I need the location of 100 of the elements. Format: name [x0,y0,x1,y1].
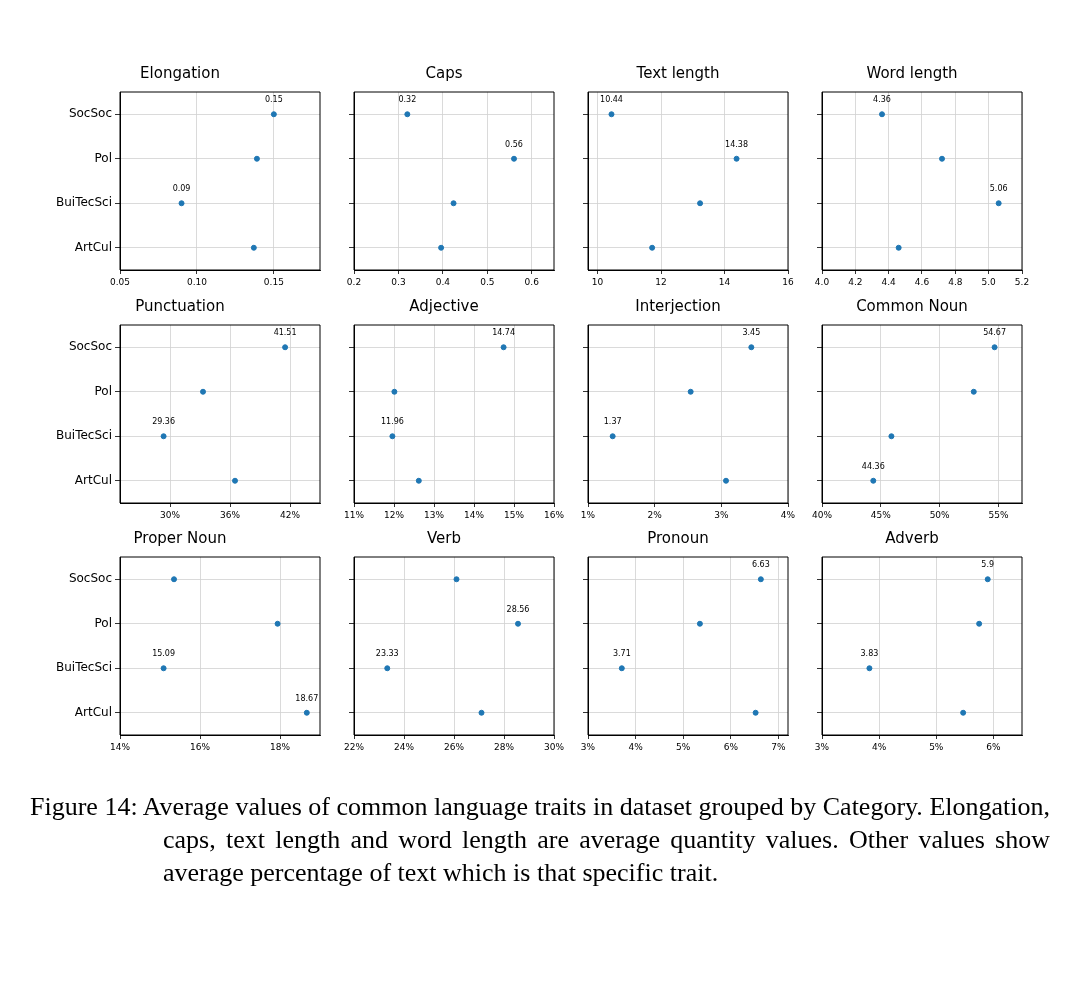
chart-title: Adverb [885,528,939,547]
caption: Figure 14: Average values of common language traits in dataset grouped by Category. Elongation, caps, text length and word length are average quantity values. Other values show average percentage of text which is that specific trait. [30,791,1050,889]
chart-title: Elongation [140,63,220,82]
y-tick-label: Pol [94,150,112,165]
x-tick-label: 30% [543,741,565,752]
y-tick-label: Pol [94,615,112,630]
data-label: 5.06 [989,184,1008,194]
x-tick-label: 7% [771,741,787,752]
x-tick-label: 0.6 [524,276,540,287]
y-tick-label: SocSoc [68,106,112,121]
x-tick-label: 3% [580,741,596,752]
x-tick-label: 1% [580,509,596,520]
chart-title: Proper Noun [133,528,227,547]
x-tick-label: 2% [647,509,663,520]
x-tick-label: 24% [393,741,415,752]
x-tick-label: 14% [109,741,131,752]
x-tick-label: 45% [870,509,892,520]
x-tick-label: 4.0 [814,276,830,287]
data-label: 0.15 [264,95,283,105]
x-tick-label: 14 [718,276,731,287]
data-label: 18.67 [295,693,319,703]
data-label: 28.56 [506,604,530,614]
chart-title: Common Noun [856,296,968,315]
chart-title: Caps [425,63,463,82]
x-tick-label: 30% [159,509,181,520]
chart-title: Punctuation [135,296,225,315]
x-tick-label: 4.2 [848,276,863,287]
x-tick-label: 50% [929,509,951,520]
x-tick-label: 16 [782,276,794,287]
x-tick-label: 0.05 [109,276,131,287]
x-tick-label: 5% [929,741,944,752]
x-tick-label: 42% [279,509,301,520]
x-tick-label: 55% [988,509,1009,520]
chart-title: Word length [866,63,958,82]
x-tick-label: 3% [714,509,729,520]
y-tick-label: ArtCul [74,239,112,254]
data-label: 4.36 [873,95,891,105]
chart-title: Adjective [409,296,479,315]
data-label: 3.83 [860,649,879,659]
data-label: 0.56 [505,139,523,149]
data-label: 0.32 [398,95,417,105]
data-label: 11.96 [380,417,404,427]
x-tick-label: 16% [543,509,565,520]
y-tick-label: SocSoc [68,571,112,586]
x-tick-label: 13% [423,509,445,520]
x-tick-label: 3% [814,741,830,752]
x-tick-label: 0.10 [186,276,208,287]
x-tick-label: 4% [628,741,644,752]
data-label: 0.09 [172,184,191,194]
x-tick-label: 6% [986,741,1002,752]
chart-title: Text length [635,63,720,82]
x-tick-label: 0.5 [480,276,495,287]
y-tick-label: BuiTecSci [56,195,112,210]
data-label: 3.71 [612,649,631,659]
x-tick-label: 12 [655,276,667,287]
y-tick-label: ArtCul [74,472,112,487]
data-label: 44.36 [861,461,885,471]
data-label: 6.63 [751,560,770,570]
x-tick-label: 28% [493,741,515,752]
y-tick-label: Pol [94,383,112,398]
x-tick-label: 14% [463,509,485,520]
data-label: 14.74 [492,328,516,338]
x-tick-label: 16% [189,741,211,752]
y-tick-label: SocSoc [68,339,112,354]
data-label: 54.67 [983,328,1007,338]
chart-title: Verb [426,528,462,547]
data-label: 23.33 [375,649,399,659]
x-tick-label: 4% [780,509,796,520]
x-tick-label: 11% [343,509,365,520]
data-label: 10.44 [600,95,623,105]
x-tick-label: 6% [723,741,739,752]
x-tick-label: 4% [872,741,887,752]
x-tick-label: 0.15 [263,276,284,287]
x-tick-label: 5.2 [1014,276,1030,287]
x-tick-label: 22% [343,741,365,752]
x-tick-label: 10 [591,276,604,287]
x-tick-label: 12% [383,509,405,520]
x-tick-label: 40% [811,509,833,520]
x-tick-label: 4.8 [948,276,963,287]
y-tick-label: BuiTecSci [56,428,112,443]
data-label: 5.9 [981,560,995,570]
chart-title: Interjection [635,296,721,315]
x-tick-label: 15% [503,509,525,520]
data-label: 3.45 [742,328,761,338]
x-tick-label: 18% [269,741,291,752]
x-tick-label: 5.0 [981,276,997,287]
data-label: 41.51 [273,328,297,338]
x-tick-label: 0.3 [391,276,406,287]
data-label: 15.09 [152,649,176,659]
data-label: 29.36 [152,417,176,427]
x-tick-label: 4.4 [881,276,897,287]
x-tick-label: 4.6 [914,276,930,287]
x-tick-label: 0.4 [435,276,451,287]
x-tick-label: 26% [443,741,465,752]
chart-title: Pronoun [647,528,709,547]
x-tick-label: 36% [219,509,241,520]
x-tick-label: 5% [676,741,691,752]
data-label: 14.38 [725,139,749,149]
y-tick-label: ArtCul [74,704,112,719]
y-tick-label: BuiTecSci [56,660,112,675]
